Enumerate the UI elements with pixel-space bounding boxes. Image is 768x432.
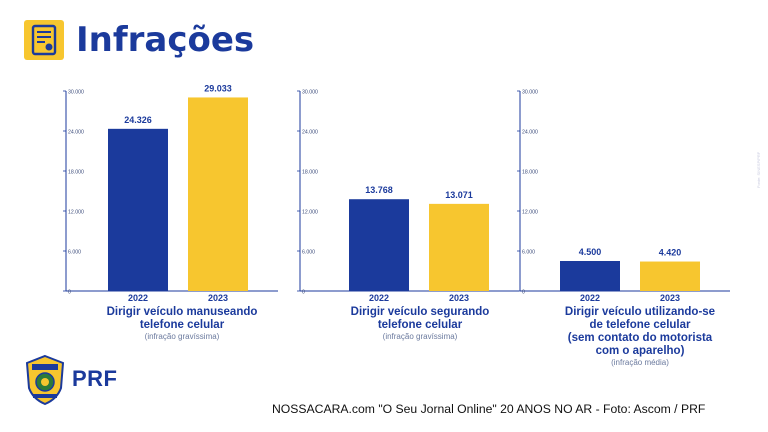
bar-value-label: 24.326 [124,115,152,125]
bar-value-label: 13.071 [445,190,473,200]
bar-value-label: 29.033 [204,83,232,93]
y-tick-label: 12.000 [302,210,318,216]
x-category-label: 2023 [208,293,228,303]
caption-line: Dirigir veículo segurando [350,306,490,318]
caption-line: (sem contato do motorista [567,332,713,344]
y-tick-label: 24.000 [68,130,84,136]
bar-2023 [429,203,489,291]
x-category-label: 2022 [128,293,148,303]
y-tick-label: 0 [522,290,525,296]
photo-credit: NOSSACARA.com "O Seu Jornal Online" 20 A… [272,402,706,416]
y-tick-label: 18.000 [302,170,318,176]
side-credit: Fonte: SINESP/PRF [756,151,761,188]
y-tick-label: 12.000 [68,210,84,216]
bar-2022 [560,261,620,291]
y-tick-label: 6.000 [522,250,535,256]
caption-note: (infração gravíssima) [144,332,220,341]
chart-caption: Dirigir veículo segurando telefone celula… [330,306,510,342]
y-tick-label: 18.000 [522,170,538,176]
x-category-label: 2022 [369,293,389,303]
x-category-label: 2023 [660,293,680,303]
x-category-label: 2023 [449,293,469,303]
caption-line: Dirigir veículo manuseando [106,306,258,318]
caption-line: telefone celular [377,319,463,331]
y-tick-label: 6.000 [302,250,315,256]
caption-line: com o aparelho) [595,345,685,357]
bar-2022 [349,199,409,291]
caption-line: telefone celular [139,319,225,331]
page-title: Infrações [76,20,255,60]
x-category-label: 2022 [580,293,600,303]
caption-line: Dirigir veículo utilizando-se [564,306,716,318]
bar-2023 [188,97,248,292]
y-tick-label: 12.000 [522,210,538,216]
y-tick-label: 0 [68,290,71,296]
document-certificate-icon [24,20,64,60]
caption-line: de telefone celular [589,319,691,331]
prf-badge-logo [24,354,66,411]
y-tick-label: 30.000 [68,90,84,96]
y-tick-label: 30.000 [522,90,538,96]
caption-note: (infração média) [611,358,669,367]
y-tick-label: 30.000 [302,90,318,96]
prf-logo-text: PRF [72,366,118,391]
y-tick-label: 24.000 [302,130,318,136]
bar-value-label: 4.500 [579,247,602,257]
bar-value-label: 13.768 [365,185,393,195]
y-tick-label: 0 [302,290,305,296]
bar-2023 [640,261,700,291]
chart-caption: Dirigir veículo utilizando-se de telefone… [545,306,735,368]
y-tick-label: 24.000 [522,130,538,136]
bar-2022 [108,128,168,291]
bar-value-label: 4.420 [659,248,682,258]
y-tick-label: 6.000 [68,250,81,256]
caption-note: (infração gravíssima) [382,332,458,341]
chart-caption: Dirigir veículo manuseando telefone celul… [92,306,272,342]
y-tick-label: 18.000 [68,170,84,176]
